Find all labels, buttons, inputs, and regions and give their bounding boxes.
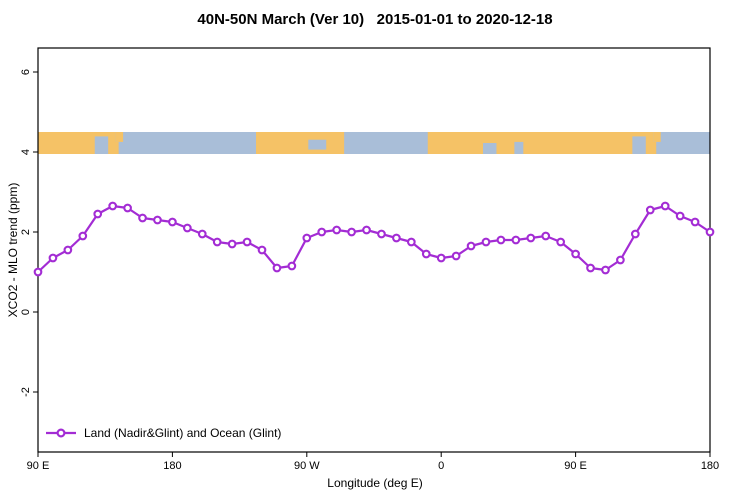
data-point (138, 213, 147, 223)
x-tick-label: 90 E (564, 460, 587, 472)
data-point (392, 233, 401, 243)
x-tick-label: 180 (163, 460, 181, 472)
data-point (541, 231, 551, 241)
map-strip-sea (514, 141, 524, 154)
x-tick-label: 90 W (294, 460, 320, 472)
data-point (466, 241, 476, 251)
data-point (556, 237, 566, 247)
map-strip-sea (632, 136, 646, 154)
legend: Land (Nadir&Glint) and Ocean (Glint) (46, 426, 281, 440)
legend-label: Land (Nadir&Glint) and Ocean (Glint) (84, 426, 282, 440)
data-point (436, 253, 446, 263)
y-tick-label: 2 (20, 229, 32, 235)
x-tick-label: 90 E (27, 460, 50, 472)
map-strip-land (427, 132, 654, 154)
data-point (675, 211, 685, 221)
data-point (645, 205, 655, 215)
data-point (227, 239, 237, 249)
data-point (212, 237, 222, 247)
data-point (93, 209, 103, 219)
data-point (347, 227, 356, 237)
chart-title: 40N-50N March (Ver 10) 2015-01-01 to 202… (197, 11, 553, 28)
data-point (511, 235, 521, 245)
data-point (78, 231, 88, 241)
data-point (377, 229, 386, 239)
data-point (168, 217, 177, 227)
data-point (496, 235, 506, 245)
y-tick-label: 4 (20, 149, 32, 155)
data-point (197, 229, 207, 239)
data-point (406, 237, 416, 247)
data-point (33, 267, 43, 277)
x-axis-label: Longitude (deg E) (327, 476, 423, 490)
data-point (481, 237, 491, 247)
data-point (571, 249, 580, 259)
data-point (601, 265, 610, 275)
y-tick-label: 6 (20, 69, 32, 75)
map-strip-island (645, 141, 657, 154)
data-point (630, 229, 640, 239)
map-strip-island (108, 141, 119, 154)
data-point (182, 223, 192, 233)
data-point (257, 245, 267, 255)
map-strip-island (653, 132, 661, 142)
data-point (123, 203, 132, 213)
data-point (705, 227, 715, 237)
map-strip-sea (94, 136, 109, 154)
data-point (690, 217, 700, 227)
data-point (302, 233, 312, 243)
map-strip-island (115, 132, 124, 142)
x-tick-label: 0 (438, 460, 444, 472)
data-point (108, 201, 118, 211)
y-tick-label: 0 (20, 309, 32, 315)
map-strip-sea (483, 143, 497, 154)
data-point (526, 233, 536, 243)
map-strip-land (256, 132, 345, 154)
data-point (317, 227, 327, 237)
legend-line-circle-icon (46, 428, 76, 438)
data-point (586, 263, 595, 273)
x-tick-label: 180 (701, 460, 719, 472)
data-point (362, 225, 371, 235)
y-tick-label: -2 (20, 387, 32, 397)
plot-box (37, 47, 711, 453)
data-point (332, 225, 342, 235)
data-point (272, 263, 282, 273)
data-point (421, 249, 431, 259)
legend-marker (56, 428, 66, 438)
trend-line (37, 204, 711, 273)
data-point (48, 253, 58, 263)
data-point (287, 261, 297, 271)
data-point (63, 245, 73, 255)
data-point (153, 215, 162, 225)
map-strip-sea (308, 139, 327, 150)
data-point (451, 251, 461, 261)
data-point (660, 201, 670, 211)
data-point (242, 237, 252, 247)
data-point (616, 255, 625, 265)
